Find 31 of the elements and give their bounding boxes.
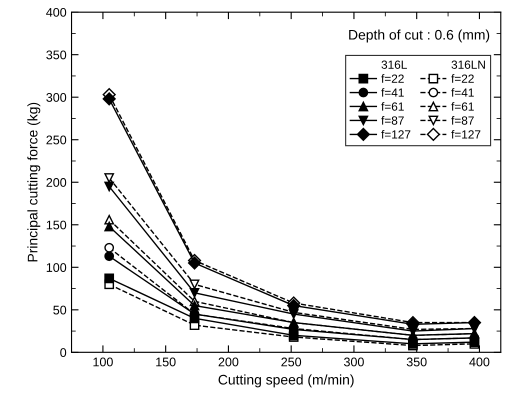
y-tick-label: 400 (46, 8, 66, 17)
legend-label: f=127 (381, 130, 410, 139)
x-axis-title: Cutting speed (m/min) (218, 374, 354, 388)
x-tick-label: 150 (156, 358, 176, 366)
y-tick-label: 0 (60, 348, 66, 357)
x-tick-label: 100 (93, 358, 113, 366)
y-tick-label: 300 (46, 93, 66, 102)
annotation: Depth of cut : 0.6 (mm) (349, 29, 490, 42)
y-tick-label: 350 (46, 50, 66, 60)
y-tick-label: 50 (53, 306, 66, 314)
legend-label: f=127 (451, 130, 480, 139)
legend-label: f=41 (451, 88, 474, 97)
legend-label: f=87 (451, 116, 474, 125)
y-tick-label: 200 (46, 178, 66, 187)
y-tick-label: 250 (46, 136, 66, 144)
x-tick-label: 300 (344, 358, 364, 366)
legend-label: f=61 (381, 102, 404, 111)
legend-label: f=22 (381, 74, 404, 83)
annotation: 316L (382, 60, 407, 69)
x-tick-label: 350 (406, 358, 427, 366)
x-tick-label: 400 (469, 358, 490, 366)
y-tick-label: 150 (46, 220, 66, 230)
x-tick-label: 200 (218, 358, 238, 366)
y-axis-title: Principal cutting force (kg) (27, 102, 40, 262)
legend-label: f=61 (451, 102, 474, 111)
annotation: 316LN (452, 60, 485, 69)
legend-label: f=41 (381, 88, 404, 97)
y-tick-label: 100 (46, 263, 66, 272)
x-tick-label: 250 (281, 358, 302, 366)
legend-label: f=22 (451, 74, 474, 83)
legend-label: f=87 (381, 116, 404, 125)
